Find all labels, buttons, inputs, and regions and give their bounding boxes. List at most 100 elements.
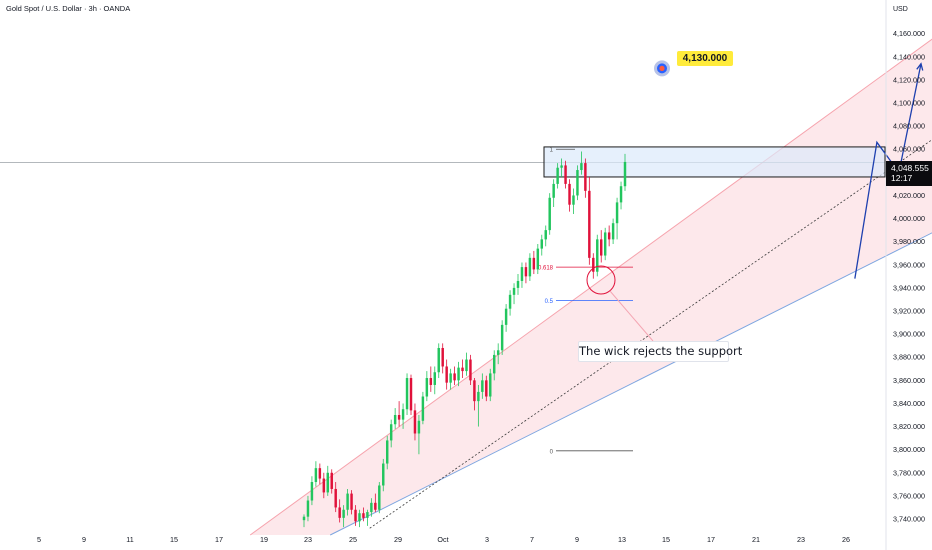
candle-body	[350, 493, 353, 510]
price-tick-label: 3,780.000	[893, 468, 925, 477]
channel-fill	[250, 39, 932, 535]
candle-body	[346, 493, 349, 510]
time-tick-label: 9	[82, 535, 86, 544]
candle-body	[544, 230, 547, 240]
price-tick-label: 3,920.000	[893, 307, 925, 316]
wick-rejection-circle	[586, 265, 616, 295]
candle-body	[425, 378, 429, 397]
candle-body	[393, 415, 397, 425]
time-tick-label: 25	[349, 535, 357, 544]
time-tick-label: 21	[752, 535, 760, 544]
price-tick-label: 3,880.000	[893, 353, 925, 362]
candle-body	[318, 468, 322, 479]
candle-body	[556, 167, 559, 184]
candle-body	[524, 267, 528, 277]
candle-body	[433, 372, 437, 385]
resistance-zone-box	[543, 146, 886, 178]
candle-body	[437, 347, 440, 373]
candle-body	[314, 468, 318, 483]
candle-body	[528, 257, 532, 277]
currency-label[interactable]: USD	[893, 6, 908, 13]
candle-body	[413, 410, 417, 434]
candle-body	[584, 163, 587, 191]
candle-body	[354, 509, 357, 522]
candle-body	[592, 257, 595, 272]
candle-body	[461, 367, 464, 372]
candle-body	[370, 502, 373, 513]
candle-body	[401, 409, 405, 420]
time-tick-label: 5	[37, 535, 41, 544]
symbol-title: Gold Spot / U.S. Dollar · 3h · OANDA	[6, 4, 131, 13]
price-tick-label: 4,020.000	[893, 191, 925, 200]
candle-body	[326, 472, 330, 493]
candle-body	[429, 378, 433, 385]
time-axis[interactable]: 5 9 11 15 17 19 23 25 29 Oct 3 7 9 13 15 17 21 23 26	[37, 535, 850, 544]
candle-body	[338, 507, 341, 518]
price-tick-label: 3,960.000	[893, 260, 925, 269]
candle-body	[576, 170, 579, 196]
candle-body	[619, 186, 623, 203]
candle-body	[516, 280, 520, 288]
candle-body	[417, 420, 421, 434]
callout-pointer	[609, 290, 654, 342]
time-tick-label: 17	[707, 535, 715, 544]
candle-body	[485, 380, 488, 397]
candle-body	[330, 472, 333, 489]
time-tick-label: 23	[797, 535, 805, 544]
projection-line	[854, 63, 922, 279]
projection-arrowhead	[916, 62, 924, 71]
candle-body	[552, 183, 555, 198]
price-tick-label: 3,760.000	[893, 491, 925, 500]
price-tick-label: 4,100.000	[893, 99, 925, 108]
time-tick-label: 23	[304, 535, 312, 544]
candle-body	[520, 267, 524, 281]
price-tick-label: 3,980.000	[893, 237, 925, 246]
candle-body	[504, 308, 508, 325]
price-tick-label: 3,840.000	[893, 399, 925, 408]
time-tick-label: 13	[618, 535, 626, 544]
candle-body	[611, 223, 615, 240]
candle-body	[322, 478, 326, 493]
candle-body	[540, 239, 544, 249]
channel-lower-line	[330, 232, 932, 536]
candle-body	[580, 163, 583, 171]
candle-body	[469, 359, 472, 381]
price-tick-label: 4,160.000	[893, 29, 925, 38]
time-tick-label: 19	[260, 535, 268, 544]
candle-body	[603, 232, 607, 256]
candle-body	[560, 165, 563, 168]
resistance-zone	[543, 146, 886, 178]
candle-body	[334, 488, 337, 508]
candle-body	[536, 248, 540, 270]
candle-body	[409, 378, 413, 411]
candle-body	[572, 195, 575, 205]
bar-countdown: 12:17	[891, 173, 913, 183]
candle-body	[397, 415, 401, 420]
candle-body	[596, 239, 599, 272]
price-tick-label: 3,860.000	[893, 376, 925, 385]
candle-body	[477, 391, 480, 402]
candle-body	[366, 512, 369, 518]
candle-body	[568, 183, 571, 205]
last-price-value: 4,048.555	[891, 163, 929, 173]
candle-body	[310, 482, 314, 501]
candle-body	[421, 396, 425, 421]
candle-body	[358, 513, 361, 522]
ascending-channel	[249, 38, 932, 536]
candle-body	[489, 373, 492, 397]
candle-body	[492, 354, 496, 374]
time-tick-label: 11	[126, 535, 133, 544]
channel-mid-line	[369, 139, 932, 529]
candle-body	[599, 239, 603, 256]
candle-body	[378, 485, 381, 510]
candle-body	[532, 257, 536, 270]
candle-body	[445, 366, 448, 383]
candle-body	[457, 367, 460, 381]
candle-body	[607, 232, 611, 240]
candle-body	[385, 440, 389, 464]
candles	[302, 151, 654, 528]
candle-body	[496, 350, 500, 355]
candle-body	[615, 202, 619, 224]
candle-body	[306, 500, 310, 517]
